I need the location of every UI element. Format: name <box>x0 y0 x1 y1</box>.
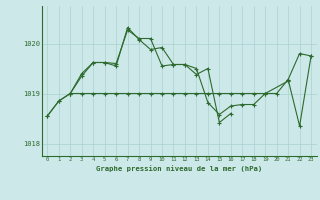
X-axis label: Graphe pression niveau de la mer (hPa): Graphe pression niveau de la mer (hPa) <box>96 165 262 172</box>
